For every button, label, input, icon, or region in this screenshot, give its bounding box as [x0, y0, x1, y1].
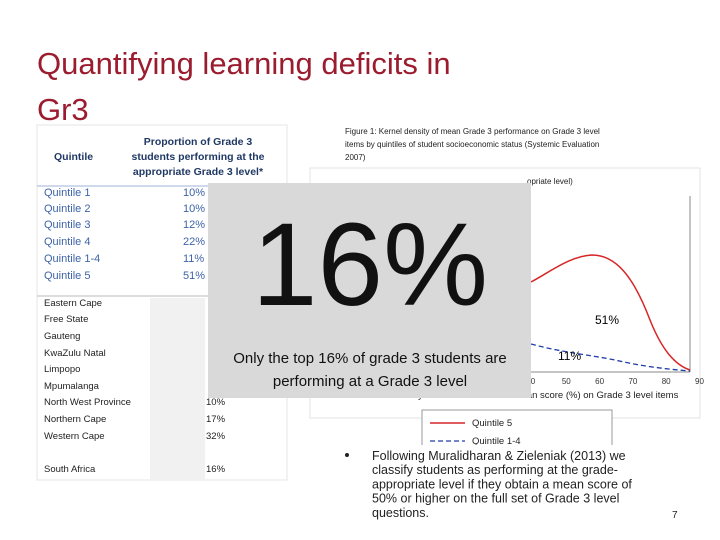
row-label: Limpopo	[44, 364, 80, 375]
row-value: 10%	[183, 203, 205, 215]
row-value: 51%	[183, 270, 205, 282]
x-tick-label: 80	[662, 377, 671, 386]
x-tick-label: 50	[562, 377, 571, 386]
table-header: appropriate Grade 3 level*	[133, 166, 264, 178]
row-value: 32%	[206, 431, 226, 442]
bullet-line: questions.	[372, 506, 429, 520]
annotation: 51%	[595, 313, 619, 327]
table-body: Quintile 1 10% Quintile 2 10% Quintile 3 12% Q…	[44, 187, 226, 475]
row-label: Quintile 5	[44, 270, 90, 282]
page-number: 7	[672, 510, 678, 521]
legend-label: Quintile 1-4	[472, 436, 521, 447]
x-tick-label: 90	[695, 377, 704, 386]
row-label: North West Province	[44, 397, 131, 408]
row-label: Quintile 2	[44, 203, 90, 215]
x-tick-label: 70	[628, 377, 637, 386]
title: Gr3	[37, 92, 89, 127]
row-label: Quintile 3	[44, 219, 90, 231]
row-label: Gauteng	[44, 331, 80, 342]
row-value: 17%	[206, 414, 226, 425]
x-tick-label: 0	[531, 377, 536, 386]
row-label: South Africa	[44, 464, 96, 475]
bullet-text: Following Muralidharan & Zieleniak (2013…	[372, 449, 632, 520]
x-ticks: 0 50 60 70 80 90	[531, 377, 705, 386]
row-value: 12%	[183, 219, 205, 231]
row-value: 10%	[206, 397, 226, 408]
row-label: Western Cape	[44, 431, 105, 442]
callout-text: performing at a Grade 3 level	[273, 373, 467, 390]
row-label: Northern Cape	[44, 414, 106, 425]
title: Quantifying learning deficits in	[37, 46, 451, 81]
callout-box	[208, 183, 531, 398]
table-header: Proportion of Grade 3	[144, 136, 253, 148]
row-value: 10%	[183, 187, 205, 199]
row-value: 16%	[206, 464, 226, 475]
table-header: students performing at the	[131, 151, 264, 163]
row-label: KwaZulu Natal	[44, 348, 106, 359]
bullet-line: appropriate level if they obtain a mean …	[372, 477, 632, 491]
callout-text: Only the top 16% of grade 3 students are	[233, 350, 507, 367]
curve-quintile-1-4	[530, 343, 691, 372]
curve-quintile-5	[530, 254, 691, 371]
row-label: Eastern Cape	[44, 298, 102, 309]
callout-headline: 16%	[252, 199, 488, 331]
row-label: Quintile 1	[44, 187, 90, 199]
row-label: Mpumalanga	[44, 381, 100, 392]
bullet-line: classify students as performing at the g…	[372, 463, 618, 477]
row-label: Free State	[44, 314, 88, 325]
legend-label: Quintile 5	[472, 418, 512, 429]
figure-caption: Figure 1: Kernel density of mean Grade 3…	[345, 127, 600, 136]
x-axis-label: Systemic 2007 Grade 3 mean score (%) on …	[412, 390, 679, 401]
bullet-line: 50% or higher on the full set of Grade 3…	[372, 492, 619, 506]
bullet-dot	[345, 453, 349, 457]
chart-title: opriate level)	[527, 177, 573, 186]
bullet-line: Following Muralidharan & Zieleniak (2013…	[372, 449, 626, 463]
row-label: Quintile 4	[44, 236, 90, 248]
row-value: 11%	[183, 253, 204, 265]
annotation: 11%	[558, 349, 581, 363]
bullet-box	[340, 445, 678, 530]
figure-caption: items by quintiles of student socioecono…	[345, 140, 599, 149]
row-label: Quintile 1-4	[44, 253, 100, 265]
table-shade	[150, 298, 205, 480]
figure-caption: 2007)	[345, 153, 366, 162]
table-header: Quintile	[54, 151, 93, 163]
x-tick-label: 60	[595, 377, 604, 386]
row-value: 22%	[183, 236, 205, 248]
